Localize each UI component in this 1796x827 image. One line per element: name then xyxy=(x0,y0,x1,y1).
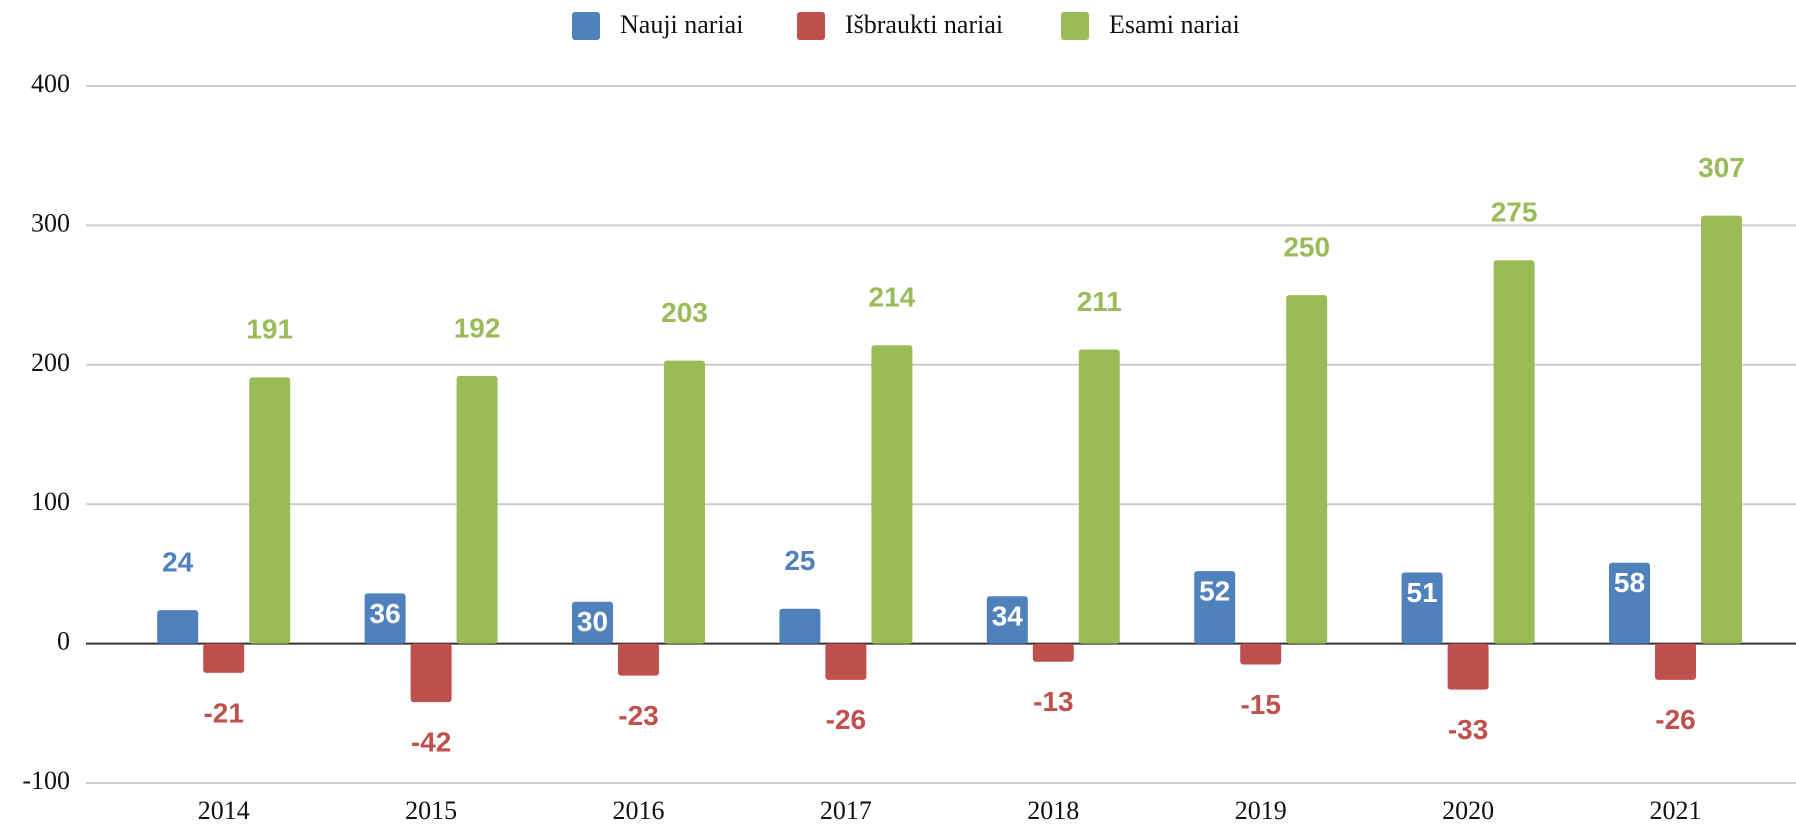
data-label: 25 xyxy=(784,545,815,576)
bar xyxy=(825,643,867,680)
data-label: 275 xyxy=(1491,197,1538,228)
data-label: 58 xyxy=(1614,567,1645,598)
data-label: -13 xyxy=(1033,686,1073,717)
data-label: -33 xyxy=(1448,714,1488,745)
bar xyxy=(572,601,613,644)
data-label: -26 xyxy=(1655,704,1695,735)
bar xyxy=(1609,562,1650,644)
x-tick-label: 2015 xyxy=(405,796,457,825)
bar xyxy=(410,643,452,703)
x-tick-label: 2014 xyxy=(198,796,250,825)
x-tick-label: 2021 xyxy=(1650,796,1702,825)
data-label: 51 xyxy=(1407,577,1438,608)
bar xyxy=(986,596,1028,644)
data-label: 24 xyxy=(162,547,194,578)
bar xyxy=(249,377,291,644)
bar xyxy=(364,593,406,644)
y-tick-label: 100 xyxy=(31,487,70,516)
y-tick-label: 200 xyxy=(31,348,70,377)
data-label: -21 xyxy=(203,697,243,728)
data-label: 307 xyxy=(1698,152,1745,183)
bar xyxy=(618,643,659,676)
data-label: 211 xyxy=(1077,286,1122,317)
y-tick-label: 0 xyxy=(57,627,70,656)
x-tick-label: 2019 xyxy=(1235,796,1287,825)
x-tick-label: 2020 xyxy=(1442,796,1494,825)
data-label: 30 xyxy=(577,606,608,637)
bar xyxy=(1032,643,1074,662)
bar xyxy=(1401,572,1443,644)
data-label: 52 xyxy=(1199,576,1230,607)
data-label: 203 xyxy=(661,297,708,328)
x-tick-label: 2017 xyxy=(820,796,872,825)
legend-label: Nauji nariai xyxy=(620,10,743,39)
y-tick-label: -100 xyxy=(22,766,70,795)
data-label: -26 xyxy=(826,704,866,735)
data-label: -42 xyxy=(411,727,451,758)
bar xyxy=(1240,643,1282,665)
data-label: -15 xyxy=(1240,689,1280,720)
data-label: 192 xyxy=(454,312,501,343)
data-label: 34 xyxy=(992,601,1024,632)
data-label: 250 xyxy=(1283,231,1330,262)
y-tick-label: 400 xyxy=(31,69,70,98)
data-label: 36 xyxy=(370,598,401,629)
bar xyxy=(779,608,821,644)
bar xyxy=(1701,215,1742,644)
bar xyxy=(157,610,199,644)
bar xyxy=(1655,643,1696,680)
bar xyxy=(664,360,705,644)
y-tick-label: 300 xyxy=(31,208,70,237)
bar xyxy=(1194,571,1236,644)
data-label: 214 xyxy=(869,282,916,313)
legend-label: Išbraukti nariai xyxy=(845,10,1003,39)
x-tick-label: 2018 xyxy=(1027,796,1079,825)
data-label: -23 xyxy=(618,700,658,731)
bar xyxy=(1447,643,1489,690)
bar xyxy=(203,643,245,673)
x-tick-label: 2016 xyxy=(613,796,665,825)
bar xyxy=(1493,260,1535,644)
bar xyxy=(1078,349,1120,644)
data-label: 191 xyxy=(246,314,293,345)
legend-label: Esami nariai xyxy=(1109,10,1240,39)
bar xyxy=(1286,295,1328,644)
bar xyxy=(456,375,498,644)
bar xyxy=(871,345,913,644)
legend-swatch xyxy=(797,12,825,40)
legend-swatch xyxy=(1061,12,1089,40)
legend-swatch xyxy=(572,12,600,40)
